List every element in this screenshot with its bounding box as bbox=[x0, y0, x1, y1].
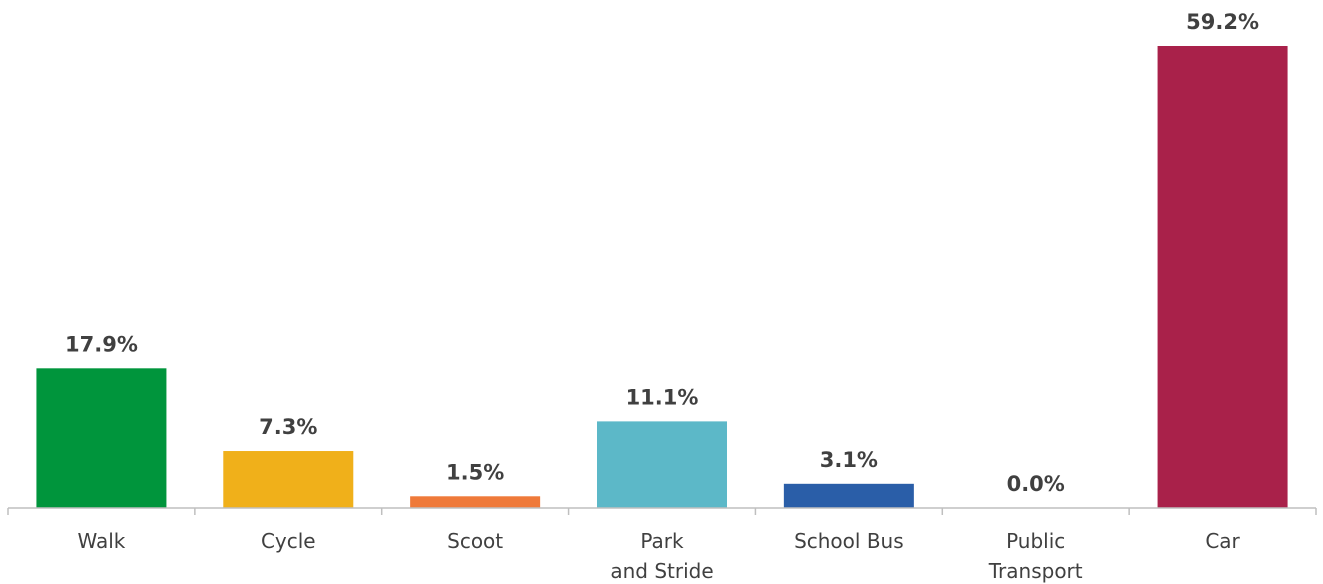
x-tick-label-5: Public Transport bbox=[988, 529, 1083, 583]
bar-0 bbox=[36, 368, 167, 508]
bar-1 bbox=[223, 451, 354, 508]
bar-6 bbox=[1157, 46, 1288, 508]
bars-layer bbox=[36, 46, 1288, 508]
data-label-5: 0.0% bbox=[1007, 472, 1065, 496]
x-tick-label-6: Car bbox=[1205, 529, 1240, 553]
labels-layer: 17.9% 7.3% 1.5% 11.1% 3.1% 0.0% 59.2% Walk Cycle… bbox=[65, 10, 1259, 583]
x-tick-label-1: Cycle bbox=[261, 529, 316, 553]
x-tick-label-3: Park and Stride bbox=[610, 529, 713, 583]
data-label-3: 11.1% bbox=[626, 385, 699, 409]
bar-3 bbox=[597, 421, 727, 508]
bar-4 bbox=[783, 483, 914, 508]
x-tick-label-0: Walk bbox=[77, 529, 125, 553]
x-tick-label-2: Scoot bbox=[447, 529, 503, 553]
data-label-0: 17.9% bbox=[65, 332, 138, 356]
bar-2 bbox=[410, 496, 541, 508]
x-axis bbox=[7, 507, 1317, 515]
x-tick-label-4: School Bus bbox=[794, 529, 904, 553]
data-label-2: 1.5% bbox=[446, 460, 504, 484]
data-label-1: 7.3% bbox=[259, 415, 317, 439]
data-label-4: 3.1% bbox=[820, 448, 878, 472]
data-label-6: 59.2% bbox=[1186, 10, 1259, 34]
